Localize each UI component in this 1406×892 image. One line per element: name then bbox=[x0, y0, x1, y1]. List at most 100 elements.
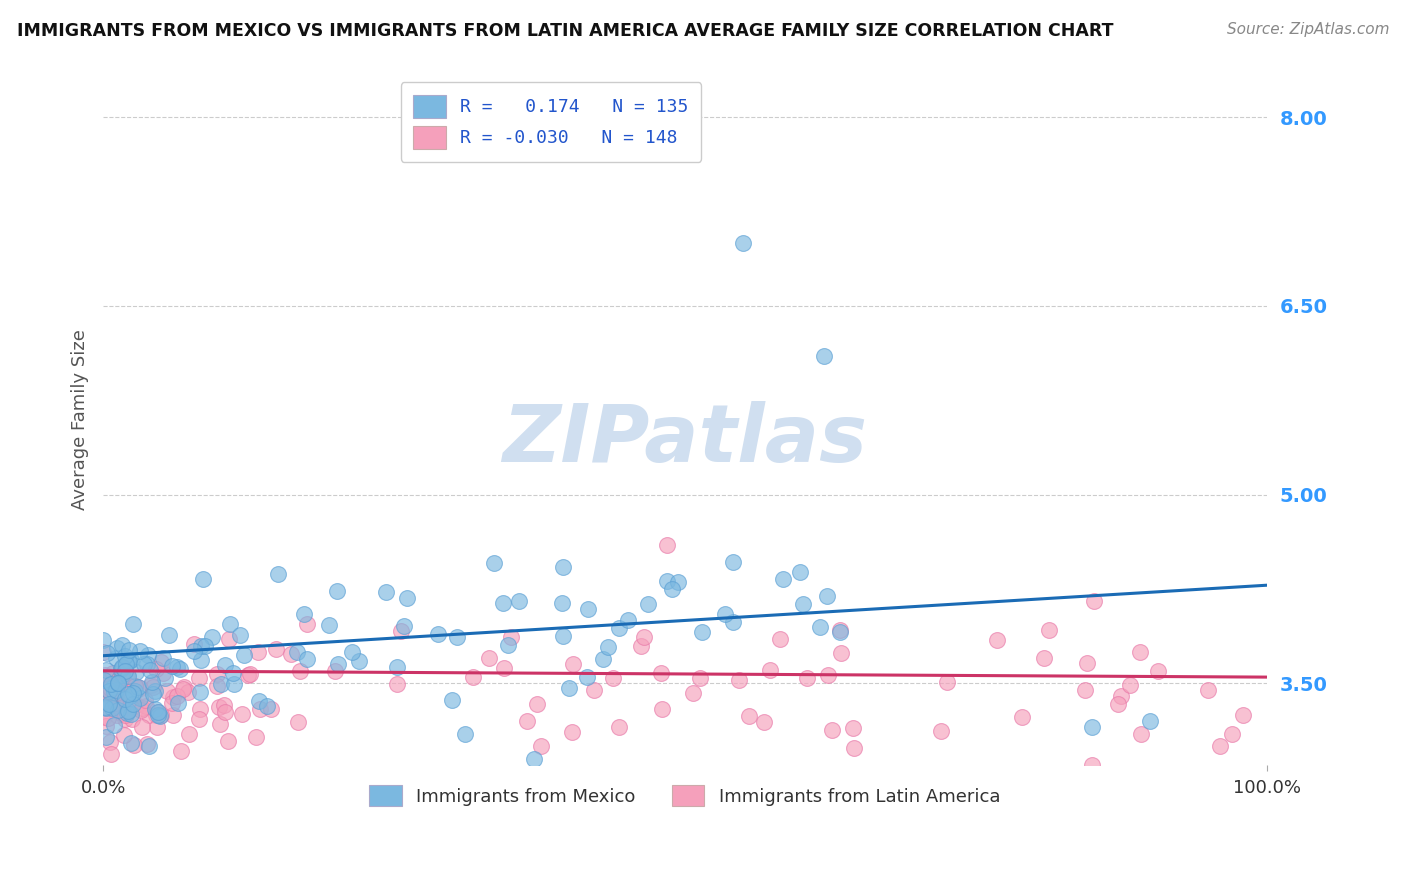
Point bbox=[111, 659, 134, 673]
Point bbox=[738, 708, 761, 723]
Point bbox=[246, 645, 269, 659]
Point bbox=[142, 687, 165, 701]
Point bbox=[666, 575, 689, 590]
Point bbox=[205, 679, 228, 693]
Point bbox=[259, 702, 281, 716]
Point bbox=[110, 706, 132, 720]
Point bbox=[256, 698, 278, 713]
Point bbox=[111, 668, 134, 682]
Point bbox=[148, 705, 170, 719]
Point bbox=[288, 664, 311, 678]
Point bbox=[131, 701, 153, 715]
Point bbox=[1139, 714, 1161, 728]
Point bbox=[105, 687, 128, 701]
Point bbox=[830, 623, 852, 637]
Point bbox=[122, 617, 145, 632]
Point bbox=[152, 650, 174, 665]
Point bbox=[135, 699, 157, 714]
Point bbox=[104, 674, 127, 689]
Point bbox=[550, 596, 572, 610]
Point bbox=[347, 654, 370, 668]
Point bbox=[239, 667, 262, 681]
Point bbox=[789, 565, 811, 579]
Point bbox=[136, 648, 159, 662]
Point bbox=[690, 625, 713, 640]
Point bbox=[111, 638, 134, 652]
Point bbox=[166, 690, 188, 704]
Point bbox=[112, 728, 135, 742]
Point bbox=[214, 657, 236, 672]
Point bbox=[97, 688, 120, 702]
Point bbox=[160, 658, 183, 673]
Point bbox=[821, 723, 844, 737]
Point bbox=[387, 660, 409, 674]
Point bbox=[727, 673, 749, 687]
Point bbox=[602, 671, 624, 685]
Point bbox=[152, 665, 174, 680]
Point bbox=[91, 645, 114, 659]
Point bbox=[752, 714, 775, 729]
Point bbox=[817, 668, 839, 682]
Point bbox=[139, 677, 162, 691]
Point bbox=[714, 607, 737, 622]
Point bbox=[173, 680, 195, 694]
Point bbox=[828, 624, 851, 639]
Point bbox=[499, 630, 522, 644]
Point bbox=[772, 572, 794, 586]
Point bbox=[138, 739, 160, 754]
Point bbox=[183, 644, 205, 658]
Point bbox=[110, 663, 132, 677]
Point bbox=[592, 652, 614, 666]
Point bbox=[266, 567, 288, 582]
Point bbox=[582, 683, 605, 698]
Point bbox=[115, 706, 138, 720]
Point bbox=[156, 683, 179, 698]
Point bbox=[561, 725, 583, 739]
Point bbox=[129, 690, 152, 705]
Point bbox=[105, 683, 128, 698]
Point bbox=[218, 617, 240, 632]
Point bbox=[93, 670, 115, 684]
Point bbox=[91, 632, 114, 647]
Point bbox=[194, 639, 217, 653]
Point bbox=[318, 618, 340, 632]
Point bbox=[104, 678, 127, 692]
Point bbox=[492, 661, 515, 675]
Point bbox=[651, 702, 673, 716]
Point bbox=[661, 582, 683, 596]
Point bbox=[633, 631, 655, 645]
Point bbox=[114, 691, 136, 706]
Point bbox=[120, 701, 142, 715]
Point bbox=[1107, 697, 1129, 711]
Point bbox=[986, 633, 1008, 648]
Point bbox=[100, 677, 122, 691]
Point bbox=[375, 585, 398, 599]
Point bbox=[188, 685, 211, 699]
Point bbox=[118, 689, 141, 703]
Point bbox=[117, 668, 139, 682]
Point bbox=[1232, 707, 1254, 722]
Point bbox=[209, 676, 232, 690]
Point bbox=[617, 613, 640, 627]
Point bbox=[1076, 656, 1098, 670]
Point bbox=[100, 747, 122, 762]
Point bbox=[188, 671, 211, 685]
Point bbox=[148, 706, 170, 720]
Point bbox=[150, 708, 173, 723]
Point bbox=[808, 620, 831, 634]
Point bbox=[162, 690, 184, 705]
Point bbox=[96, 701, 118, 715]
Point bbox=[98, 681, 121, 695]
Point bbox=[516, 714, 538, 729]
Point bbox=[245, 730, 267, 744]
Point bbox=[328, 657, 350, 671]
Point bbox=[477, 650, 499, 665]
Point bbox=[118, 655, 141, 669]
Point bbox=[124, 679, 146, 693]
Point bbox=[1038, 624, 1060, 638]
Point bbox=[132, 657, 155, 671]
Point bbox=[655, 574, 678, 588]
Point bbox=[190, 653, 212, 667]
Point bbox=[149, 708, 172, 723]
Point bbox=[228, 628, 250, 642]
